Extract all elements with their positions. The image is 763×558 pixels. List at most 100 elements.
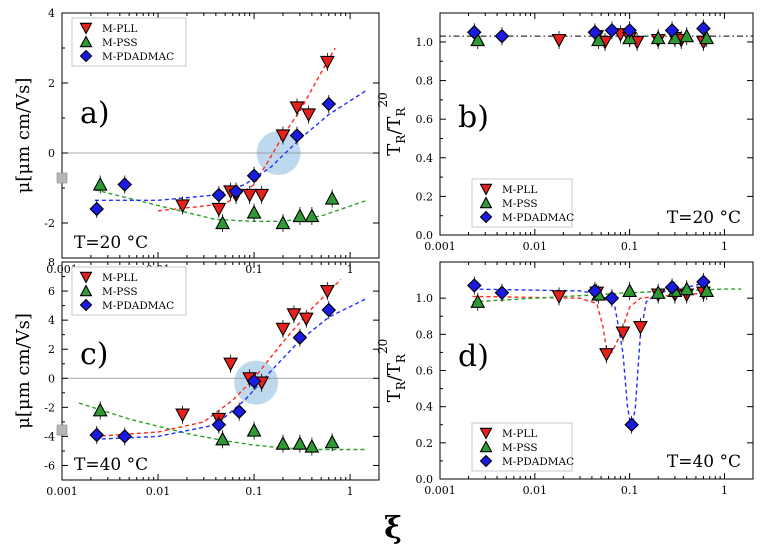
legend: M-PLL M-PSS M-PDADMAC	[71, 17, 187, 67]
data-point-m-pdadmac	[587, 25, 603, 40]
data-point-m-pss	[591, 32, 606, 47]
fit-curve-m-pdadmac	[94, 89, 368, 201]
data-point-m-pss	[304, 438, 320, 453]
legend-label-m-pdadmac: M-PDADMAC	[102, 300, 174, 312]
data-point-m-pss	[246, 422, 262, 437]
data-point-m-pdadmac	[467, 25, 482, 40]
data-point-m-pss	[275, 436, 291, 450]
panel-c: 0.001 0.01 0.1 1 -6 -4 -2 0 2 4 6 8 c) T=40 °C μ[μm cm…	[13, 256, 380, 498]
data-point-m-pdadmac	[494, 285, 510, 301]
y-tick-label: 2	[48, 77, 55, 90]
data-point-m-pdadmac	[604, 23, 620, 38]
legend-marker-m-pss	[479, 440, 493, 453]
legend: M-PLL M-PSS M-PDADMAC	[471, 178, 574, 228]
data-point-m-pss	[292, 208, 308, 223]
y-tick-label: 0.8	[416, 75, 434, 88]
legend-marker-m-pdadmac	[479, 454, 493, 468]
plot-frame	[61, 12, 380, 259]
legend-marker-m-pll	[79, 22, 93, 35]
data-point-m-pll	[275, 129, 291, 144]
y-tick-label: 0.4	[416, 401, 434, 414]
data-point-m-pll	[286, 308, 302, 322]
data-point-m-pss	[92, 402, 108, 417]
data-point-m-pdadmac	[117, 177, 133, 192]
y-tick-label: 0.2	[416, 437, 434, 450]
x-tick-label: 0.01	[523, 240, 548, 253]
data-point-m-pss	[246, 204, 262, 219]
legend-label-m-pss: M-PSS	[102, 286, 138, 298]
legend-label-m-pll: M-PLL	[502, 428, 537, 440]
data-point-m-pss	[470, 294, 486, 308]
y-axis-label: TR/TR20	[376, 339, 408, 402]
data-point-m-pdadmac	[228, 184, 244, 199]
data-point-m-pdadmac	[246, 168, 262, 184]
data-point-m-pss	[215, 431, 230, 446]
x-tick-label: 0.001	[46, 485, 78, 498]
legend-label-m-pdadmac: M-PDADMAC	[102, 51, 174, 63]
y-tick-label: 8	[48, 256, 55, 269]
data-point-m-pdadmac	[624, 417, 639, 433]
legend-marker-m-pdadmac	[79, 49, 93, 63]
data-point-m-pdadmac	[289, 128, 305, 143]
data-point-m-pss	[679, 281, 695, 296]
data-point-m-pll	[175, 408, 190, 423]
fit-curve-m-pll	[157, 47, 336, 212]
data-point-m-pll	[319, 284, 335, 299]
data-point-m-pdadmac	[321, 302, 337, 318]
temperature-label: T=20 °C	[74, 233, 148, 253]
y-axis-label: TR/TR20	[376, 92, 408, 155]
legend-marker-m-pss	[79, 35, 93, 48]
data-point-m-pss	[699, 30, 715, 45]
data-point-m-pss	[292, 436, 308, 450]
x-tick-label: 0.01	[146, 485, 171, 498]
data-point-m-pdadmac	[696, 274, 711, 290]
data-point-m-pll	[275, 322, 291, 337]
data-point-m-pdadmac	[117, 429, 133, 444]
legend-marker-m-pll	[79, 271, 93, 284]
temperature-label: T=40 °C	[667, 452, 741, 472]
legend: M-PLL M-PSS M-PDADMAC	[71, 266, 187, 316]
y-tick-label: 6	[48, 285, 55, 298]
x-tick-label: 0.001	[424, 240, 456, 253]
data-point-m-pdadmac	[494, 28, 510, 44]
y-tick-label: 0	[48, 147, 55, 160]
x-tick-label: 0.1	[621, 484, 639, 497]
x-tick-label: 1	[347, 263, 354, 276]
y-tick-label: 0.0	[416, 473, 434, 486]
panel-label: b)	[458, 100, 489, 135]
y-tick-label: -2	[44, 217, 55, 230]
y-axis-label: μ[μm cm/Vs]	[13, 313, 34, 429]
legend-box	[71, 17, 187, 67]
data-point-m-pss	[275, 215, 291, 230]
x-tick-label: 1	[721, 240, 728, 253]
x-tick-label: 0.1	[245, 485, 263, 498]
data-point-m-pll	[254, 188, 270, 203]
fit-curve-m-pdadmac	[472, 281, 710, 431]
x-tick-label: 0.01	[523, 484, 548, 497]
data-point-m-pdadmac	[89, 427, 105, 443]
y-tick-label: 0.0	[416, 229, 434, 242]
legend: M-PLL M-PSS M-PDADMAC	[471, 422, 574, 472]
data-point-m-pss	[92, 176, 108, 191]
x-tick-label: 1	[347, 485, 354, 498]
legend-label-m-pss: M-PSS	[102, 37, 138, 49]
x-tick-label: 1	[721, 484, 728, 497]
y-tick-label: -4	[44, 430, 55, 443]
temperature-label: T=40 °C	[74, 455, 148, 475]
data-point-m-pdadmac	[211, 417, 227, 433]
y-tick-label: 0.2	[416, 190, 434, 203]
y-tick-label: 1.0	[416, 292, 434, 305]
fit-curve-m-pll	[472, 292, 710, 354]
y-axis-label: μ[μm cm/Vs]	[13, 78, 34, 194]
y-tick-label: 4	[48, 7, 55, 20]
data-point-m-pll	[211, 202, 227, 217]
legend-label-m-pss: M-PSS	[502, 442, 538, 454]
legend-label-m-pdadmac: M-PDADMAC	[502, 212, 574, 224]
y-tick-label: 0	[48, 372, 55, 385]
plot-frame	[61, 261, 380, 481]
plot-frame	[439, 12, 754, 236]
panel-label: d)	[458, 339, 489, 374]
